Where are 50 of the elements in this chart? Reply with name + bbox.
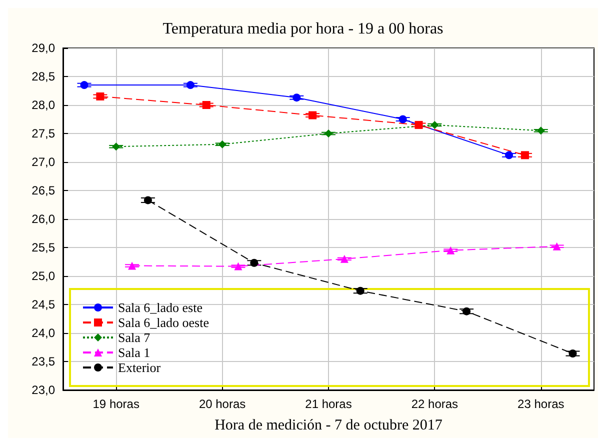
point: [356, 286, 364, 295]
legend-label: Sala 6_lado este: [118, 300, 203, 315]
point: [552, 242, 561, 250]
point: [250, 258, 258, 267]
y-tick-label: 23,5: [32, 354, 56, 368]
y-tick-label: 28,0: [32, 98, 56, 112]
point: [520, 151, 529, 160]
point: [308, 111, 317, 120]
point: [398, 115, 407, 124]
point: [96, 92, 104, 100]
chart-title: Temperatura media por hora - 19 a 00 horas: [162, 20, 444, 38]
legend-label: Exterior: [118, 360, 162, 375]
y-tick-label: 27,0: [32, 155, 56, 169]
x-tick-label: 23 horas: [518, 397, 564, 411]
y-tick-label: 23,0: [32, 383, 56, 397]
x-tick-label: 22 horas: [411, 397, 458, 411]
point: [144, 196, 152, 204]
legend-label: Sala 1: [118, 345, 150, 360]
y-tick-label: 27,5: [32, 126, 56, 140]
point: [446, 246, 455, 254]
point: [324, 130, 332, 138]
point: [112, 142, 120, 151]
point: [202, 101, 210, 109]
point: [505, 151, 514, 160]
point: [80, 81, 88, 90]
point: [340, 254, 348, 263]
x-axis-title: Hora de medición - 7 de octubre 2017: [214, 418, 443, 434]
y-tick-label: 26,0: [32, 212, 56, 226]
y-tick-label: 24,0: [32, 326, 56, 340]
legend-label: Sala 6_lado oeste: [118, 315, 210, 330]
y-tick-label: 25,5: [32, 240, 56, 254]
y-tick-label: 25,0: [32, 269, 56, 283]
point: [536, 126, 545, 135]
point: [218, 140, 226, 148]
y-tick-label: 28,5: [32, 70, 56, 84]
point: [568, 350, 577, 358]
y-tick-label: 26,5: [32, 184, 56, 198]
x-tick-label: 21 horas: [305, 397, 352, 411]
point: [128, 262, 136, 270]
point: [292, 94, 301, 102]
point: [414, 120, 423, 129]
y-tick-label: 29,0: [32, 41, 56, 55]
point: [462, 307, 471, 316]
point: [186, 81, 194, 90]
legend-label: Sala 7: [118, 330, 151, 345]
point: [234, 262, 242, 270]
point: [430, 120, 439, 129]
y-tick-label: 24,5: [32, 298, 56, 312]
x-tick-label: 20 horas: [198, 397, 246, 411]
x-tick-label: 19 horas: [92, 397, 140, 411]
